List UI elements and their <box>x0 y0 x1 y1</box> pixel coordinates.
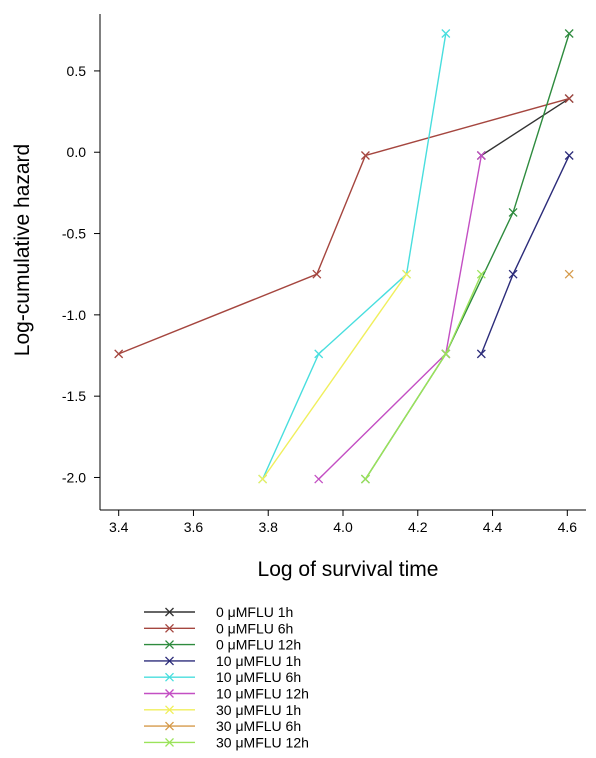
legend-marker <box>165 672 174 682</box>
legend-item-30-umflu-12h: 30 μMFLU 12h <box>144 734 309 750</box>
data-point-marker <box>314 474 324 484</box>
x-tick-label: 4.4 <box>483 519 503 535</box>
series-line <box>262 273 408 480</box>
data-point-marker <box>441 29 451 38</box>
data-point-marker <box>564 94 574 104</box>
legend-item-10-umflu-12h: 10 μMFLU 12h <box>144 686 309 702</box>
series-line <box>318 155 483 480</box>
y-tick-label: -1.0 <box>62 307 86 323</box>
data-point-marker <box>476 269 486 279</box>
y-axis-ticks: 0.5 0.0 -0.5 -1.0 -1.5 -2.0 <box>62 63 100 485</box>
legend-label: 10 μMFLU 1h <box>216 653 301 669</box>
legend-label: 0 μMFLU 12h <box>216 637 301 653</box>
legend-item-30-umflu-1h: 30 μMFLU 1h <box>144 702 301 718</box>
series-0-umflu-1h <box>476 94 574 160</box>
y-axis-title: Log-cumulative hazard <box>11 144 34 356</box>
data-point-marker <box>402 269 412 279</box>
legend-label: 0 μMFLU 6h <box>216 620 293 636</box>
legend-item-0-umflu-12h: 0 μMFLU 12h <box>144 637 301 653</box>
legend-item-10-umflu-6h: 10 μMFLU 6h <box>144 669 301 685</box>
legend-label: 10 μMFLU 12h <box>216 686 309 702</box>
plot-area: 3.4 3.6 3.8 4.0 4.2 4.4 4.6 0.5 0.0 -0.5 -1.0 -1.5… <box>62 14 586 535</box>
legend-item-30-umflu-6h: 30 μMFLU 6h <box>144 718 301 734</box>
series-30-umflu-6h <box>564 269 574 279</box>
y-tick-label: -1.5 <box>62 388 86 404</box>
data-point-marker <box>564 29 574 38</box>
series-line <box>480 97 570 157</box>
legend-label: 30 μMFLU 6h <box>216 718 301 734</box>
series-line <box>118 97 570 355</box>
data-point-marker <box>441 349 451 359</box>
series-line <box>480 155 570 355</box>
data-point-marker <box>312 269 322 279</box>
legend-marker <box>165 623 174 633</box>
y-tick-label: -0.5 <box>62 226 86 242</box>
series-0-umflu-6h <box>114 94 574 359</box>
y-tick-label: 0.0 <box>67 144 87 160</box>
y-tick-label: 0.5 <box>67 63 87 79</box>
data-point-marker <box>114 349 124 359</box>
series-30-umflu-1h <box>258 269 412 484</box>
y-tick-label: -2.0 <box>62 469 86 485</box>
legend-label: 30 μMFLU 12h <box>216 734 309 750</box>
legend-marker <box>165 705 174 715</box>
x-tick-label: 4.0 <box>333 519 353 535</box>
data-point-marker <box>360 151 370 160</box>
x-axis-ticks: 3.4 3.6 3.8 4.0 4.2 4.4 4.6 <box>109 510 577 535</box>
series-10-umflu-1h <box>476 151 574 359</box>
series-layer <box>114 29 574 484</box>
data-point-marker <box>564 151 574 160</box>
x-tick-label: 4.6 <box>558 519 578 535</box>
legend-label: 10 μMFLU 6h <box>216 669 301 685</box>
series-10-umflu-12h <box>314 151 486 484</box>
legend-marker <box>165 689 174 698</box>
data-point-marker <box>564 269 574 279</box>
legend-label: 30 μMFLU 1h <box>216 702 301 718</box>
x-tick-label: 3.4 <box>109 519 129 535</box>
series-line <box>261 33 447 480</box>
legend-marker <box>165 656 174 666</box>
data-point-marker <box>508 207 518 217</box>
series-30-umflu-12h <box>360 269 486 484</box>
legend-label: 0 μMFLU 1h <box>216 604 293 620</box>
x-tick-label: 3.8 <box>258 519 278 535</box>
legend-item-0-umflu-6h: 0 μMFLU 6h <box>144 620 293 636</box>
series-0-umflu-12h <box>360 29 574 484</box>
data-point-marker <box>476 349 486 359</box>
series-10-umflu-6h <box>258 29 451 484</box>
legend-item-10-umflu-1h: 10 μMFLU 1h <box>144 653 301 669</box>
x-tick-label: 4.2 <box>408 519 428 535</box>
data-point-marker <box>476 151 486 160</box>
legend-marker <box>165 737 174 747</box>
series-line <box>364 33 570 480</box>
data-point-marker <box>360 474 370 484</box>
legend-marker <box>165 607 174 617</box>
data-point-marker <box>314 349 324 359</box>
legend-item-0-umflu-1h: 0 μMFLU 1h <box>144 604 293 620</box>
x-axis-title: Log of survival time <box>258 558 439 581</box>
data-point-marker <box>258 474 268 484</box>
x-tick-label: 3.6 <box>184 519 204 535</box>
legend-marker <box>165 640 174 650</box>
legend-marker <box>165 721 174 731</box>
data-point-marker <box>508 269 518 279</box>
